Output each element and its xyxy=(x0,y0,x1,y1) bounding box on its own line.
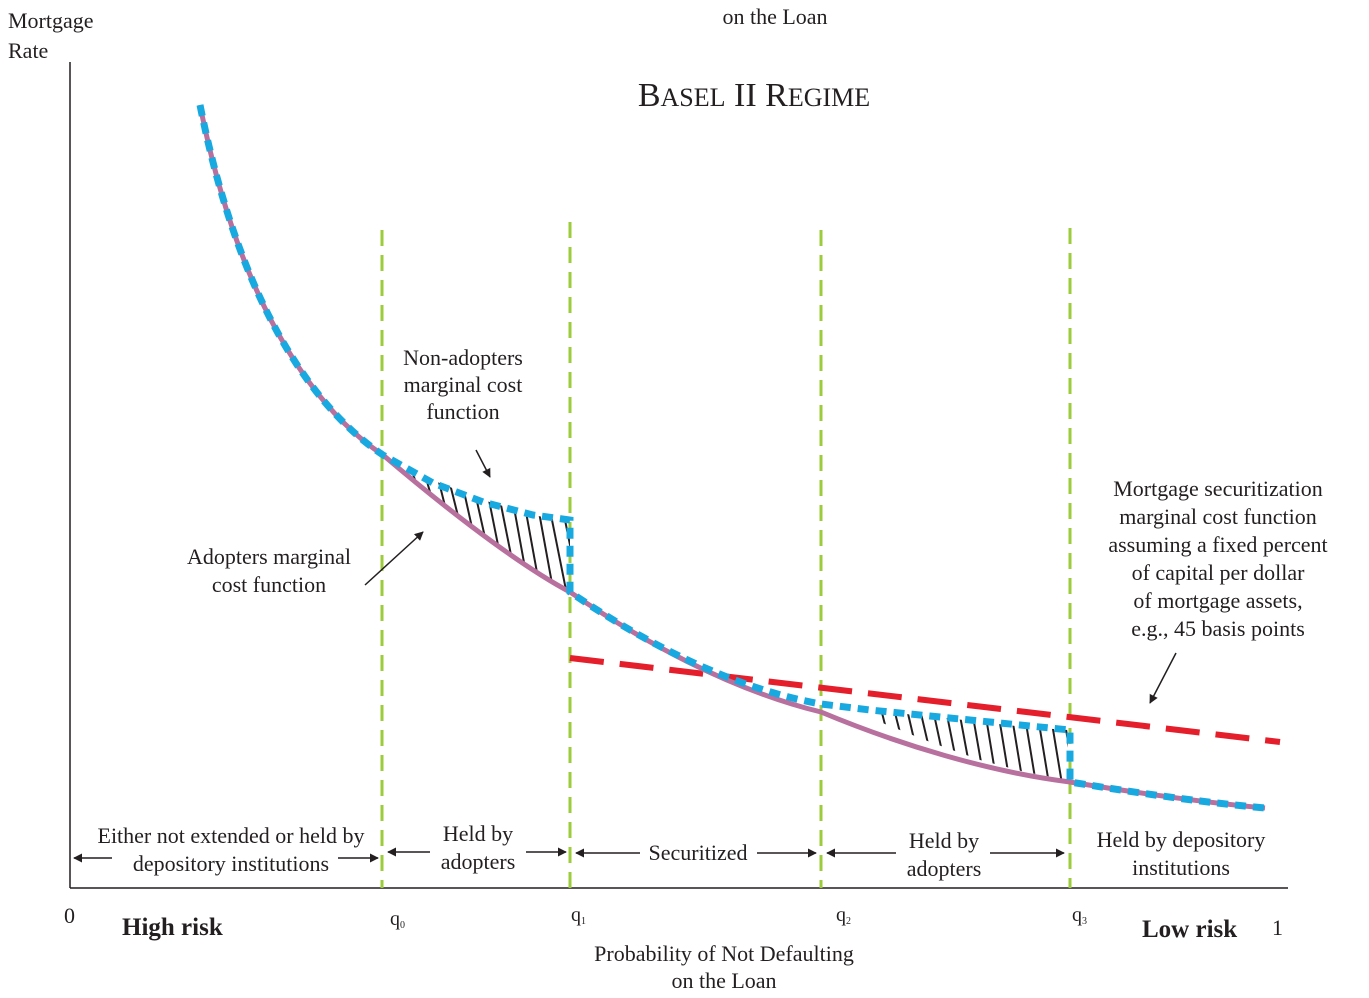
region-0-line1: Either not extended or held by xyxy=(98,823,365,848)
securitization-label-line2: marginal cost function xyxy=(1119,504,1317,529)
region-1-line1: Held by xyxy=(443,821,513,846)
securitization-arrow xyxy=(1149,652,1177,704)
securitization-label-line6: e.g., 45 basis points xyxy=(1131,616,1305,641)
region-4-line2: institutions xyxy=(1132,855,1230,880)
diagram-title: BASEL II REGIME xyxy=(638,77,870,114)
top-caption: on the Loan xyxy=(722,4,827,29)
region-2-line1: Securitized xyxy=(649,840,748,865)
adopters-cost-curve xyxy=(197,104,1266,811)
x-axis-end: 1 xyxy=(1272,915,1283,940)
y-axis-label-line1: Mortgage xyxy=(8,8,94,33)
adopters-arrow xyxy=(364,531,424,586)
securitization-label-line1: Mortgage securitization xyxy=(1113,476,1323,501)
x-axis-high-risk: High risk xyxy=(122,914,223,941)
non-adopters-label-line2: marginal cost xyxy=(404,372,523,397)
adopters-label-line1: Adopters marginal xyxy=(187,544,351,569)
x-axis-title-line1: Probability of Not Defaulting xyxy=(594,941,854,966)
securitization-label-line5: of mortgage assets, xyxy=(1133,588,1302,613)
non-adopters-label-line3: function xyxy=(426,399,499,424)
region-4-line1: Held by depository xyxy=(1097,827,1266,852)
hatched-area-adopters-low xyxy=(391,455,570,592)
threshold-label-q3: q3 xyxy=(1072,904,1087,927)
region-3-line2: adopters xyxy=(907,856,982,881)
non-adopters-arrow xyxy=(475,449,491,478)
adopters-label-line2: cost function xyxy=(212,572,326,597)
threshold-label-q1: q1 xyxy=(571,904,586,927)
securitization-label-line4: of capital per dollar xyxy=(1132,560,1306,585)
region-0-line2: depository institutions xyxy=(133,851,329,876)
y-axis-label-line2: Rate xyxy=(8,38,48,63)
securitization-label-line3: assuming a fixed percent xyxy=(1108,532,1327,557)
securitization-cost-line xyxy=(569,655,1281,745)
region-1-line2: adopters xyxy=(441,849,516,874)
x-axis-title-line2: on the Loan xyxy=(671,968,776,993)
x-axis-low-risk: Low risk xyxy=(1142,916,1237,943)
non-adopters-label-line1: Non-adopters xyxy=(403,345,523,370)
threshold-label-q0: q0 xyxy=(390,908,405,931)
non-adopters-cost-curve xyxy=(196,104,1266,812)
region-3-line1: Held by xyxy=(909,828,979,853)
threshold-label-q2: q2 xyxy=(836,904,851,927)
x-axis-origin: 0 xyxy=(64,903,75,928)
